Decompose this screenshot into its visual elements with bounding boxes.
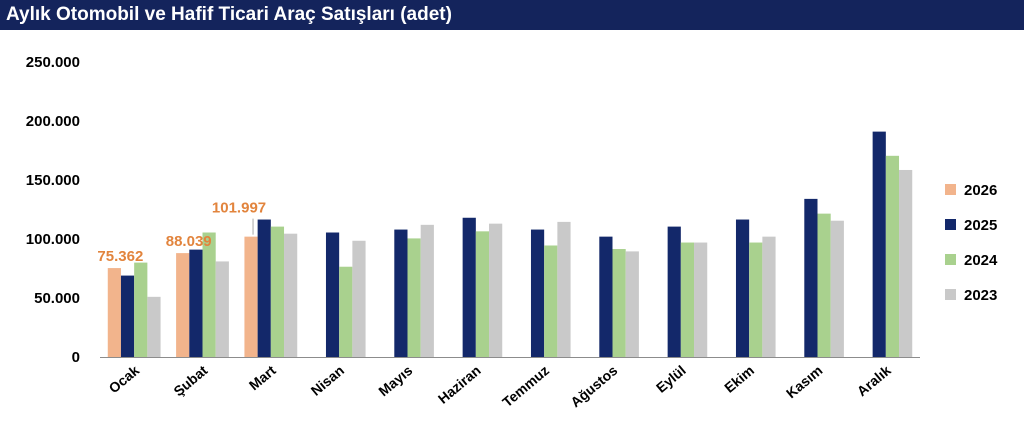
bar-2023-Kasım [830, 220, 844, 357]
bar-2024-Kasım [817, 213, 831, 357]
bar-2024-Ekim [749, 242, 763, 357]
legend-label: 2023 [964, 287, 997, 304]
bar-2024-Mayıs [407, 238, 421, 357]
bar-2023-Eylül [694, 242, 708, 357]
bar-2025-Mart [257, 219, 271, 357]
bar-2023-Nisan [352, 240, 366, 357]
bar-2025-Haziran [462, 217, 476, 357]
x-tick-label: Mayıs [375, 362, 415, 399]
x-tick-label: Ocak [106, 362, 143, 396]
bar-2023-Mart [284, 233, 298, 357]
y-tick-label: 250.000 [26, 54, 80, 71]
bar-2025-Mayıs [394, 229, 408, 357]
x-tick-label: Eylül [653, 362, 689, 396]
bar-2025-Ağustos [599, 236, 613, 357]
bar-2023-Şubat [215, 261, 229, 357]
bar-2025-Aralık [872, 131, 886, 357]
bar-2024-Ocak [134, 262, 148, 357]
legend-label: 2024 [964, 252, 998, 269]
x-tick-label: Haziran [435, 362, 484, 407]
bar-2024-Nisan [339, 266, 353, 357]
bar-2024-Ağustos [612, 249, 626, 357]
bar-2025-Ekim [735, 219, 750, 357]
data-label: 101.997 [212, 200, 266, 217]
legend-swatch-2024 [945, 254, 956, 265]
chart-title: Aylık Otomobil ve Hafif Ticari Araç Satı… [0, 0, 1024, 30]
bar-2025-Şubat [189, 249, 203, 357]
y-tick-label: 200.000 [26, 113, 80, 130]
bar-2023-Haziran [489, 223, 503, 357]
y-tick-label: 150.000 [26, 172, 80, 189]
x-tick-label: Aralık [854, 362, 894, 399]
bar-2025-Temmuz [530, 229, 545, 357]
bar-2023-Ağustos [625, 251, 639, 357]
bar-2024-Aralık [885, 155, 900, 357]
x-tick-label: Kasım [783, 362, 825, 401]
bar-2026-Mart [244, 236, 258, 357]
data-label: 75.362 [97, 248, 143, 265]
bar-2024-Temmuz [544, 245, 558, 357]
bar-2024-Haziran [475, 231, 490, 357]
bar-2023-Temmuz [557, 221, 571, 357]
legend-swatch-2023 [945, 289, 956, 300]
bar-2023-Ocak [147, 296, 161, 357]
bar-2025-Kasım [804, 198, 818, 357]
bar-2023-Aralık [899, 169, 913, 357]
bar-2026-Ocak [107, 268, 121, 357]
bar-2023-Ekim [762, 236, 776, 357]
x-tick-label: Temmuz [499, 362, 552, 410]
legend-swatch-2026 [945, 184, 956, 195]
y-tick-label: 100.000 [26, 231, 80, 248]
bar-2023-Mayıs [420, 224, 434, 357]
bar-2025-Eylül [667, 226, 681, 357]
data-label: 88.039 [166, 233, 212, 250]
bar-2026-Şubat [176, 253, 190, 357]
bar-2025-Ocak [120, 275, 135, 357]
y-tick-label: 0 [72, 349, 80, 366]
bar-2025-Nisan [325, 232, 340, 357]
x-tick-label: Ağustos [567, 362, 620, 410]
legend-label: 2026 [964, 182, 997, 199]
legend-swatch-2025 [945, 219, 956, 230]
legend-label: 2025 [964, 217, 997, 234]
bar-2024-Şubat [202, 232, 216, 357]
bar-2024-Eylül [680, 242, 695, 357]
y-tick-label: 50.000 [34, 290, 80, 307]
x-tick-label: Şubat [170, 362, 210, 399]
x-tick-label: Nisan [308, 362, 347, 399]
x-tick-label: Mart [246, 362, 279, 393]
bar-2024-Mart [270, 226, 285, 357]
x-tick-label: Ekim [721, 362, 757, 396]
